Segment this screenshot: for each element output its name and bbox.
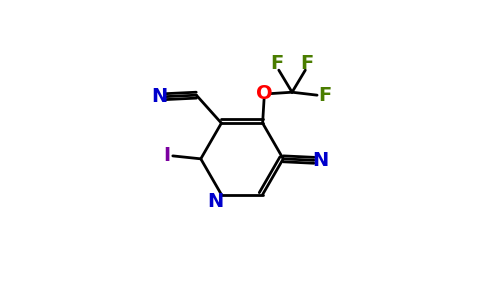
Text: N: N bbox=[313, 151, 329, 170]
Text: F: F bbox=[300, 54, 314, 73]
Text: F: F bbox=[271, 54, 284, 73]
Text: N: N bbox=[151, 87, 167, 106]
Text: F: F bbox=[318, 86, 331, 105]
Text: O: O bbox=[256, 84, 272, 103]
Text: I: I bbox=[163, 146, 170, 165]
Text: N: N bbox=[207, 191, 223, 211]
